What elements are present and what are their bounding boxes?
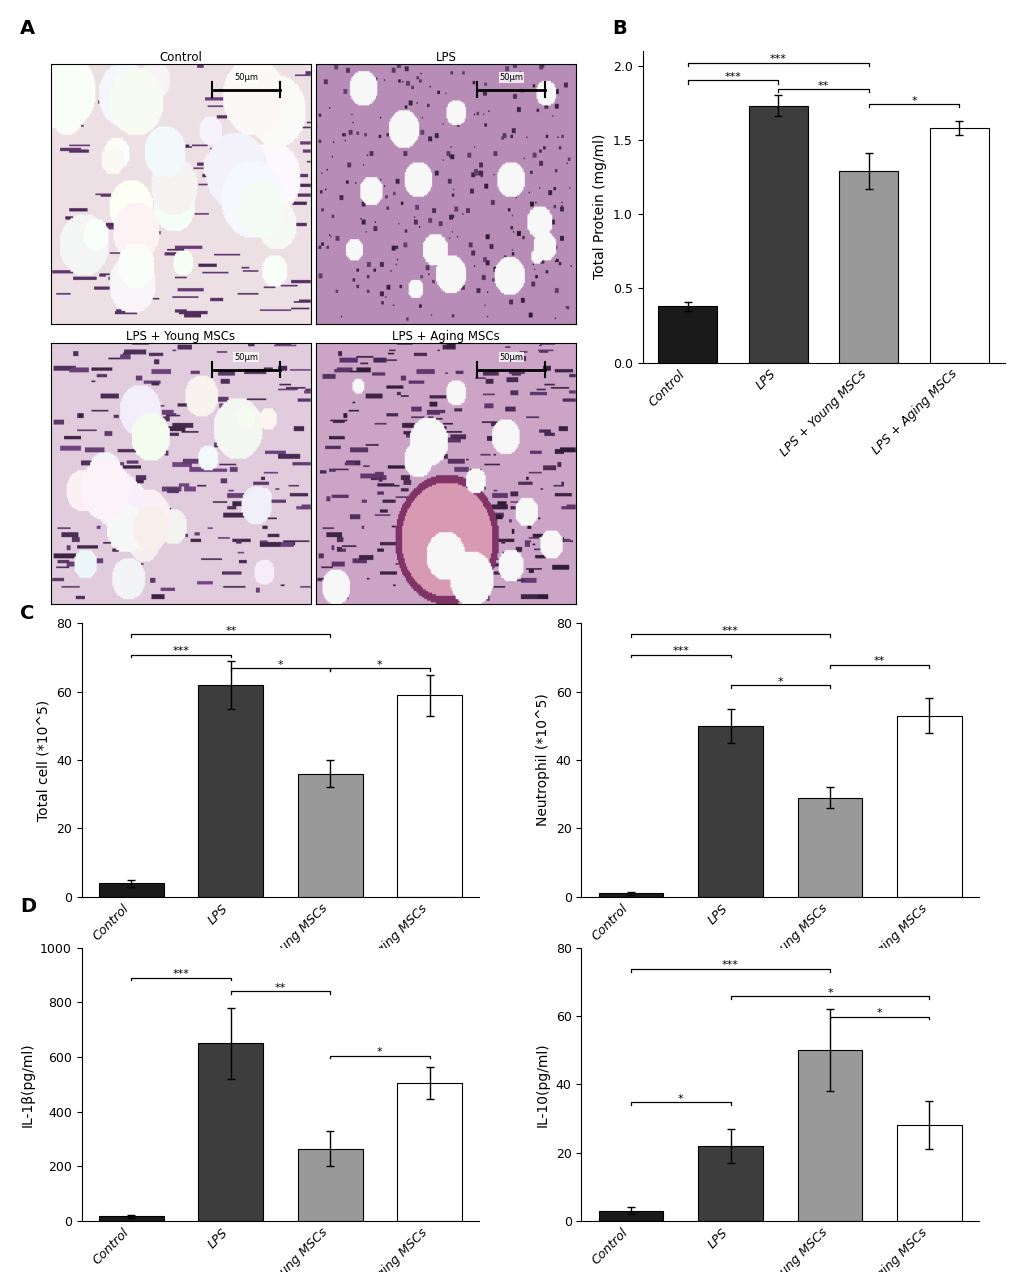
Title: LPS + Aging MSCs: LPS + Aging MSCs bbox=[392, 331, 499, 343]
Y-axis label: Total cell (*10^5): Total cell (*10^5) bbox=[37, 700, 50, 820]
Bar bbox=[797, 798, 861, 897]
Bar bbox=[748, 106, 807, 363]
Text: 50μm: 50μm bbox=[233, 73, 258, 81]
Bar bbox=[658, 307, 716, 363]
Bar bbox=[698, 726, 762, 897]
Bar bbox=[99, 883, 163, 897]
Text: 50μm: 50μm bbox=[498, 352, 523, 361]
Text: *: * bbox=[910, 95, 916, 106]
Text: ***: *** bbox=[172, 646, 190, 656]
Text: *: * bbox=[678, 1094, 683, 1104]
Text: C: C bbox=[20, 604, 35, 623]
Text: *: * bbox=[377, 1047, 382, 1057]
Text: ***: *** bbox=[672, 646, 689, 656]
Text: ***: *** bbox=[721, 960, 739, 971]
Text: B: B bbox=[611, 19, 626, 38]
Text: 50μm: 50μm bbox=[498, 73, 523, 81]
Bar bbox=[698, 1146, 762, 1221]
Text: *: * bbox=[277, 660, 283, 670]
Bar bbox=[598, 893, 662, 897]
Y-axis label: IL-10(pg/ml): IL-10(pg/ml) bbox=[536, 1042, 549, 1127]
Bar bbox=[797, 1051, 861, 1221]
Text: 50μm: 50μm bbox=[233, 352, 258, 361]
Bar bbox=[298, 1149, 362, 1221]
Text: *: * bbox=[876, 1009, 881, 1018]
Y-axis label: Neutrophil (*10^5): Neutrophil (*10^5) bbox=[536, 693, 549, 827]
Title: Control: Control bbox=[159, 51, 203, 64]
Text: **: ** bbox=[873, 656, 884, 667]
Y-axis label: IL-1β(pg/ml): IL-1β(pg/ml) bbox=[20, 1042, 35, 1127]
Bar bbox=[397, 1082, 462, 1221]
Text: A: A bbox=[20, 19, 36, 38]
Text: ***: *** bbox=[769, 55, 786, 64]
Bar bbox=[99, 1216, 163, 1221]
Text: *: * bbox=[377, 660, 382, 670]
Bar bbox=[199, 1043, 263, 1221]
Text: **: ** bbox=[225, 626, 236, 636]
Bar bbox=[897, 716, 961, 897]
Y-axis label: Total Protein (mg/ml): Total Protein (mg/ml) bbox=[593, 134, 606, 280]
Text: *: * bbox=[776, 677, 783, 687]
Bar bbox=[397, 695, 462, 897]
Text: ***: *** bbox=[723, 73, 741, 81]
Bar bbox=[598, 1211, 662, 1221]
Bar bbox=[929, 128, 987, 363]
Text: D: D bbox=[20, 897, 37, 916]
Title: LPS: LPS bbox=[435, 51, 457, 64]
Text: **: ** bbox=[817, 81, 828, 90]
Text: ***: *** bbox=[172, 969, 190, 979]
Bar bbox=[839, 170, 898, 363]
Bar bbox=[897, 1126, 961, 1221]
Bar bbox=[199, 684, 263, 897]
Title: LPS + Young MSCs: LPS + Young MSCs bbox=[126, 331, 235, 343]
Text: *: * bbox=[826, 987, 833, 997]
Bar bbox=[298, 773, 362, 897]
Text: **: ** bbox=[274, 983, 286, 992]
Text: ***: *** bbox=[721, 626, 739, 636]
